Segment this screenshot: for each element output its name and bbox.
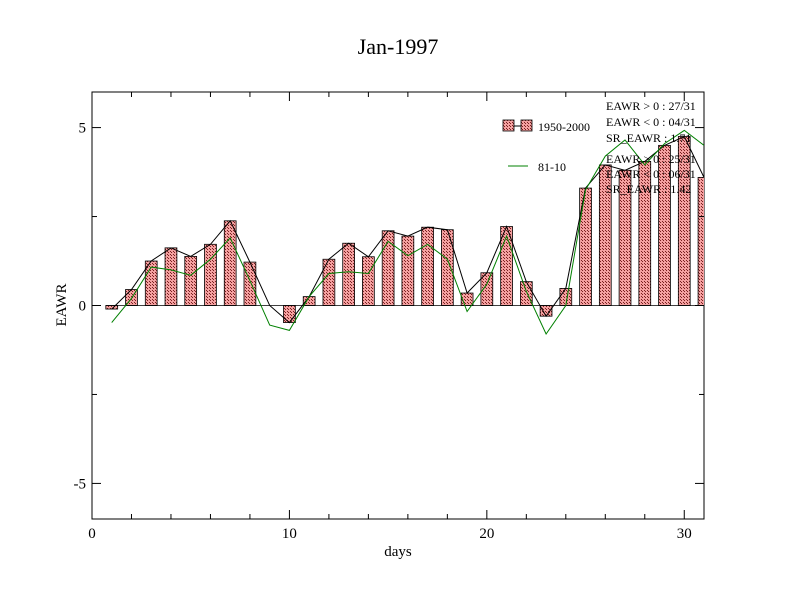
- bar: [164, 247, 178, 306]
- bar: [441, 229, 454, 306]
- bar: [401, 235, 415, 306]
- chart-title: Jan-1997: [358, 34, 439, 59]
- series-line: [111, 135, 704, 324]
- x-tick-label: 30: [677, 526, 692, 542]
- bar: [362, 256, 375, 306]
- stat-8110-sr: SR_EAWR : 1.42: [606, 182, 691, 196]
- legend-label-81-10: 81-10: [538, 160, 566, 174]
- stat-8110-positive: EAWR > 0 : 25/31: [606, 152, 696, 166]
- x-tick-label: 10: [282, 526, 297, 542]
- bar: [283, 305, 296, 323]
- legend-bar-swatch-right: [520, 119, 533, 132]
- legend-label-1950-2000: 1950-2000: [538, 120, 590, 134]
- x-tick-label: 20: [479, 526, 494, 542]
- stat-1950-positive: EAWR > 0 : 27/31: [606, 99, 696, 113]
- axes: 0 10 20 30 -5 0 5: [74, 92, 704, 542]
- bar: [204, 243, 217, 306]
- legend-bar-swatch-left: [502, 119, 515, 132]
- stat-1950-negative: EAWR < 0 : 04/31: [606, 115, 696, 129]
- bar-series-1950-2000: [105, 136, 704, 323]
- y-tick-label: -5: [74, 476, 87, 492]
- legend: 1950-2000 81-10: [502, 119, 590, 174]
- bar: [421, 226, 434, 306]
- line-series-group: [111, 129, 704, 336]
- stat-8110-negative: EAWR < 0 : 06/31: [606, 167, 696, 181]
- x-tick-label: 0: [88, 526, 96, 542]
- bar: [223, 220, 237, 306]
- x-axis-label: days: [384, 544, 412, 560]
- bar: [697, 176, 704, 306]
- y-tick-label: 5: [79, 121, 87, 137]
- bar: [579, 187, 592, 306]
- bar: [243, 261, 257, 306]
- bar: [520, 281, 533, 306]
- series-line: [111, 129, 704, 336]
- stats-block: EAWR > 0 : 27/31 EAWR < 0 : 04/31 SR_EAW…: [606, 99, 696, 196]
- bar: [342, 242, 355, 306]
- y-axis-label: EAWR: [54, 284, 70, 327]
- stat-1950-sr: SR_EAWR : 1.71: [606, 131, 691, 145]
- bar: [184, 255, 198, 306]
- y-tick-label: 0: [79, 299, 87, 315]
